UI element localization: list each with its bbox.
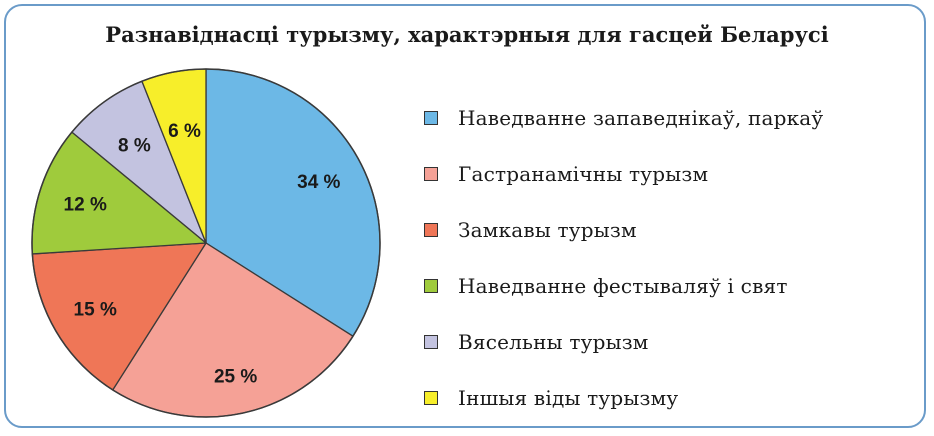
legend-item: Наведванне запаведнікаў, паркаў — [424, 90, 924, 146]
slice-label-1: 34 % — [297, 172, 340, 193]
legend-label: Замкавы турызм — [458, 218, 637, 242]
pie-slice-labels: 34 % 25 % 15 % 12 % 8 % 6 % — [64, 121, 341, 387]
legend-swatch — [424, 391, 438, 405]
legend-swatch — [424, 223, 438, 237]
legend-swatch — [424, 279, 438, 293]
slice-label-3: 15 % — [74, 300, 117, 321]
legend-item: Іншыя віды турызму — [424, 370, 924, 426]
legend-item: Гастранамічны турызм — [424, 146, 924, 202]
legend-label: Вясельны турызм — [458, 330, 649, 354]
chart-title: Разнавіднасці турызму, характэрныя для г… — [105, 22, 829, 47]
legend-label: Наведванне запаведнікаў, паркаў — [458, 106, 824, 130]
legend-swatch — [424, 111, 438, 125]
legend-item: Замкавы турызм — [424, 202, 924, 258]
legend-item: Вясельны турызм — [424, 314, 924, 370]
legend-label: Іншыя віды турызму — [458, 386, 679, 410]
pie-outline — [31, 68, 381, 418]
slice-label-2: 25 % — [214, 367, 257, 388]
chart-legend: Наведванне запаведнікаў, паркаў Гастранам… — [424, 90, 924, 426]
legend-swatch — [424, 167, 438, 181]
slice-label-4: 12 % — [64, 195, 107, 216]
pie-slices — [31, 68, 381, 418]
slice-label-6: 6 % — [168, 121, 201, 142]
legend-item: Наведванне фестываляў і свят — [424, 258, 924, 314]
slice-label-5: 8 % — [118, 136, 151, 157]
legend-swatch — [424, 335, 438, 349]
legend-label: Гастранамічны турызм — [458, 162, 709, 186]
legend-label: Наведванне фестываляў і свят — [458, 274, 788, 298]
